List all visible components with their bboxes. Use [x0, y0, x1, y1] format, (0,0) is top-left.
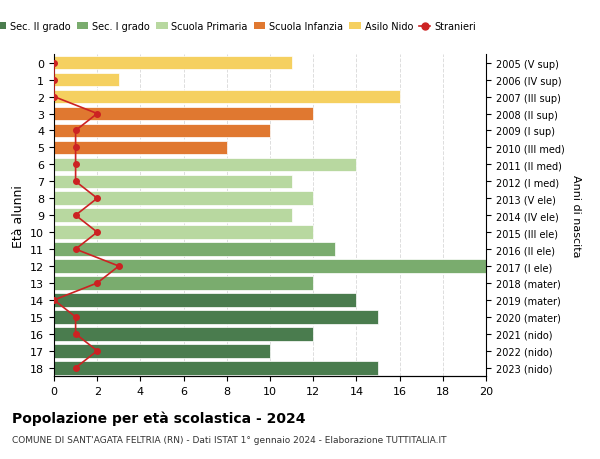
- Legend: Sec. II grado, Sec. I grado, Scuola Primaria, Scuola Infanzia, Asilo Nido, Stran: Sec. II grado, Sec. I grado, Scuola Prim…: [0, 18, 480, 36]
- Bar: [54, 158, 356, 172]
- Bar: [54, 243, 335, 256]
- Bar: [54, 293, 356, 307]
- Bar: [54, 310, 378, 324]
- Bar: [54, 344, 270, 358]
- Bar: [54, 57, 292, 70]
- Bar: [54, 209, 292, 223]
- Bar: [54, 260, 486, 273]
- Bar: [54, 277, 313, 290]
- Bar: [54, 192, 313, 206]
- Bar: [54, 175, 292, 189]
- Y-axis label: Anni di nascita: Anni di nascita: [571, 174, 581, 257]
- Bar: [54, 124, 270, 138]
- Text: COMUNE DI SANT'AGATA FELTRIA (RN) - Dati ISTAT 1° gennaio 2024 - Elaborazione TU: COMUNE DI SANT'AGATA FELTRIA (RN) - Dati…: [12, 435, 446, 444]
- Y-axis label: Età alunni: Età alunni: [11, 185, 25, 247]
- Bar: [54, 107, 313, 121]
- Bar: [54, 361, 378, 375]
- Bar: [54, 74, 119, 87]
- Bar: [54, 141, 227, 155]
- Bar: [54, 90, 400, 104]
- Bar: [54, 226, 313, 240]
- Bar: [54, 327, 313, 341]
- Text: Popolazione per età scolastica - 2024: Popolazione per età scolastica - 2024: [12, 411, 305, 425]
